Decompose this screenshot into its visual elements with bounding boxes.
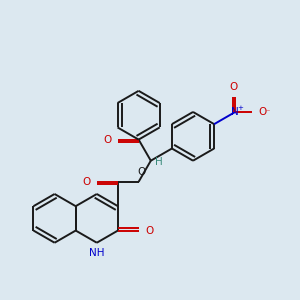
Text: N: N bbox=[231, 107, 239, 117]
Text: O: O bbox=[82, 177, 91, 187]
Text: NH: NH bbox=[89, 248, 105, 258]
Text: +: + bbox=[237, 105, 243, 111]
Text: O: O bbox=[137, 167, 146, 177]
Text: O: O bbox=[259, 107, 267, 117]
Text: H: H bbox=[155, 157, 163, 167]
Text: ⁻: ⁻ bbox=[266, 107, 270, 116]
Text: O: O bbox=[103, 135, 111, 145]
Text: O: O bbox=[230, 82, 238, 92]
Text: O: O bbox=[145, 226, 153, 236]
